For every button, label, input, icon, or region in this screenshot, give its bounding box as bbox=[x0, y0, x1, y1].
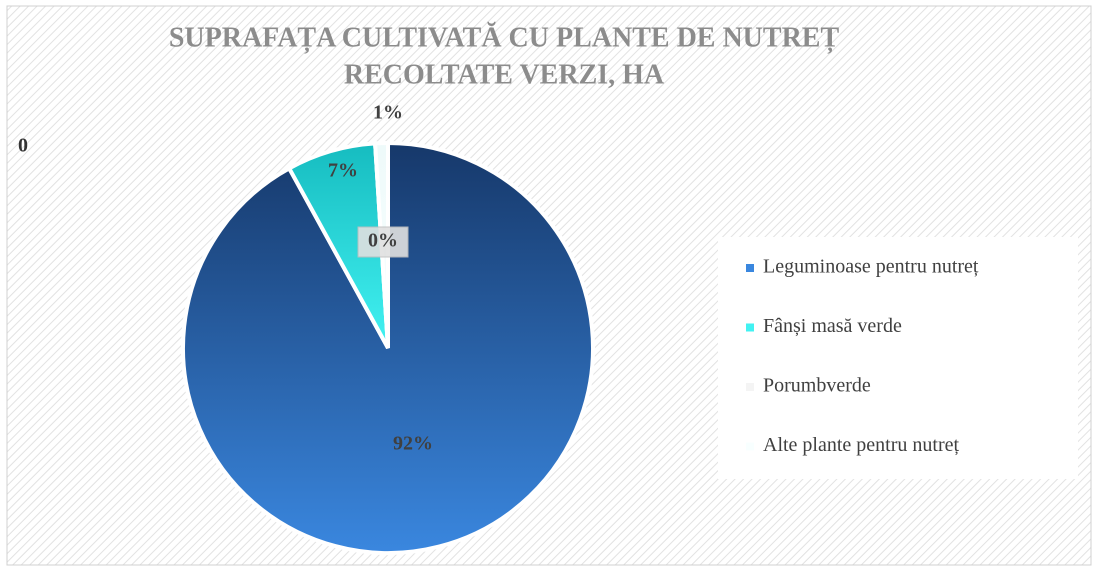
data-label-box bbox=[357, 226, 409, 258]
legend-box bbox=[718, 237, 1078, 479]
data-label: 0% bbox=[368, 230, 398, 252]
legend-marker bbox=[746, 323, 754, 332]
annotation: 0 bbox=[18, 135, 28, 157]
legend-label: Alte plante pentru nutreț bbox=[763, 434, 959, 456]
legend-marker bbox=[746, 442, 754, 451]
data-label: 1% bbox=[373, 102, 403, 124]
chart-title: SUPRAFAȚA CULTIVATĂ CU PLANTE DE NUTREȚ bbox=[169, 22, 840, 54]
data-label: 92% bbox=[393, 433, 433, 455]
chart-title: RECOLTATE VERZI, HA bbox=[344, 59, 665, 90]
data-label: 7% bbox=[328, 160, 358, 182]
legend-label: Porumbverde bbox=[763, 375, 871, 397]
legend-marker bbox=[746, 383, 754, 391]
legend-label: Fânși masă verde bbox=[763, 315, 902, 337]
legend-label: Leguminoase pentru nutreț bbox=[763, 256, 979, 278]
legend-marker bbox=[746, 264, 754, 272]
